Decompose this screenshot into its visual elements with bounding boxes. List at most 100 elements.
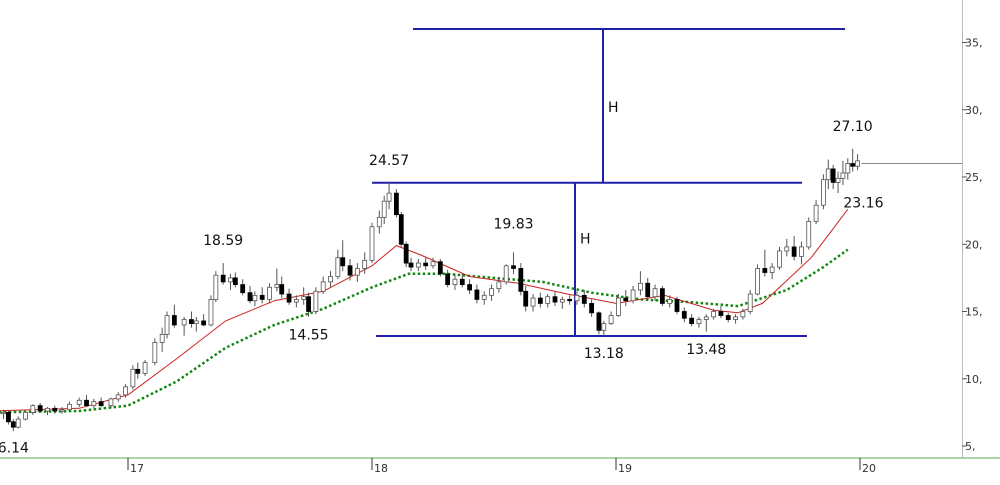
- candle: [23, 411, 28, 421]
- candle: [689, 314, 695, 327]
- candle-body: [459, 278, 465, 286]
- candle-body: [496, 281, 502, 290]
- candle-body: [259, 294, 265, 300]
- candle: [703, 314, 709, 332]
- candle-body: [467, 284, 473, 291]
- candle-body: [733, 316, 738, 320]
- candle-body: [220, 274, 226, 283]
- x-tick-label: 19: [618, 462, 632, 475]
- candle-body: [135, 368, 141, 374]
- candle: [259, 287, 265, 304]
- candle: [430, 257, 436, 269]
- candle-body: [286, 293, 292, 303]
- candle: [193, 316, 199, 332]
- candle: [362, 252, 368, 274]
- candle: [347, 259, 353, 281]
- candle: [252, 291, 258, 307]
- y-tick-label: 10,: [965, 373, 983, 386]
- price-annotation: 19.83: [493, 217, 533, 233]
- candle: [511, 252, 516, 274]
- candle: [115, 392, 121, 402]
- candle: [445, 269, 451, 288]
- candle-body: [189, 319, 194, 325]
- candle: [567, 295, 573, 305]
- candle-body: [123, 386, 128, 396]
- candle: [777, 246, 782, 270]
- x-tick-label: 20: [862, 462, 876, 475]
- candle-body: [850, 163, 856, 167]
- candle-body: [59, 409, 65, 412]
- candle: [825, 159, 831, 190]
- candle: [91, 398, 97, 409]
- candle: [489, 284, 494, 301]
- candle: [762, 249, 768, 277]
- candle: [301, 287, 307, 305]
- candle: [152, 338, 158, 366]
- candle: [354, 263, 360, 282]
- candle: [616, 294, 621, 317]
- candle-body: [835, 177, 841, 183]
- candle: [806, 217, 812, 250]
- candle: [189, 311, 194, 328]
- candle: [552, 291, 558, 307]
- candle-body: [386, 192, 392, 202]
- candle-body: [552, 296, 558, 303]
- candle-body: [320, 281, 326, 292]
- candle: [208, 295, 214, 327]
- candle: [313, 287, 319, 315]
- candle: [286, 288, 292, 305]
- candle: [481, 291, 487, 305]
- candle-body: [76, 399, 82, 405]
- candle-body: [559, 298, 565, 303]
- candle-body: [164, 315, 170, 335]
- candle-body: [208, 298, 214, 326]
- candle: [659, 285, 665, 307]
- candle: [674, 296, 680, 315]
- candle-body: [652, 288, 658, 298]
- candle-body: [213, 274, 219, 300]
- candle-body: [503, 265, 509, 283]
- candle-body: [181, 319, 187, 326]
- candle: [559, 296, 565, 309]
- candle-body: [762, 268, 768, 273]
- candle-body: [523, 290, 529, 307]
- candle: [328, 271, 333, 288]
- y-tick-label: 5,: [965, 440, 976, 453]
- candle: [376, 210, 382, 234]
- candle: [835, 171, 841, 194]
- candle-body: [232, 277, 238, 285]
- candle-body: [845, 163, 851, 174]
- y-tick-label: 20,: [965, 238, 983, 251]
- candle-body: [1, 411, 6, 415]
- candle-body: [354, 268, 360, 276]
- candle-body: [306, 296, 311, 312]
- candle-body: [530, 297, 536, 307]
- candle-body: [403, 243, 409, 264]
- candle: [840, 160, 846, 186]
- candle-body: [537, 297, 543, 304]
- candle: [293, 295, 299, 308]
- candle-body: [15, 418, 21, 428]
- candle-body: [608, 315, 614, 325]
- candle: [601, 320, 607, 336]
- candle: [503, 264, 509, 285]
- candle: [340, 240, 346, 272]
- candle: [769, 263, 775, 280]
- candle: [821, 174, 826, 210]
- candle-body: [674, 298, 680, 312]
- candle: [135, 362, 141, 379]
- candle: [581, 289, 587, 308]
- candle-body: [293, 298, 299, 303]
- candle-body: [830, 168, 836, 183]
- candle: [791, 236, 797, 261]
- candle-body: [228, 277, 233, 283]
- candle: [37, 402, 43, 413]
- candle: [813, 199, 819, 225]
- candle-body: [98, 401, 104, 407]
- candle: [747, 289, 753, 315]
- candle: [159, 327, 165, 352]
- candle-body: [152, 342, 158, 364]
- measured-move-pattern: HH: [372, 28, 845, 337]
- candle: [369, 222, 375, 264]
- candle-body: [398, 214, 404, 245]
